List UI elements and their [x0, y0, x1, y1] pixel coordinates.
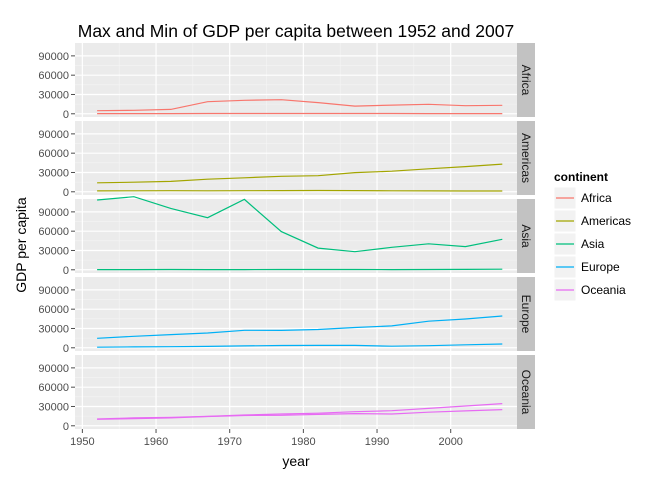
legend: continent Africa Americas Asia Europe Oceania: [553, 170, 631, 302]
y-tick-label: 90000: [38, 285, 69, 297]
facet-strip: [517, 355, 535, 429]
facet-strip: [517, 43, 535, 117]
facet-panel-asia: 0 30000 60000 90000 Asia: [38, 196, 535, 277]
legend-item-africa: Africa: [553, 186, 612, 210]
facet-strip-label: Asia: [519, 224, 533, 248]
facet-strip-label: Oceania: [519, 370, 533, 415]
series-line-africa-max: [97, 99, 503, 112]
facet-strip: [517, 277, 535, 351]
facet-panel-africa: 0 30000 60000 90000 Africa: [38, 43, 535, 121]
y-tick-label: 60000: [38, 148, 69, 160]
facet-strip-label: Africa: [519, 65, 533, 96]
y-tick-label: 90000: [38, 207, 69, 219]
series-line-europe-max: [97, 315, 503, 339]
y-tick-label: 0: [63, 187, 69, 199]
x-tick-label: 1960: [144, 436, 168, 448]
legend-label: Asia: [581, 237, 605, 251]
y-tick-label: 0: [63, 421, 69, 433]
y-tick-label: 60000: [38, 382, 69, 394]
series-line-oceania-max: [97, 403, 503, 420]
legend-item-asia: Asia: [553, 232, 605, 256]
facet-panels: 0 30000 60000 90000 Africa 0 30000 60000 90000 Am…: [38, 43, 535, 433]
y-tick-label: 0: [63, 265, 69, 277]
y-tick-label: 60000: [38, 70, 69, 82]
legend-item-europe: Europe: [553, 255, 620, 279]
legend-item-americas: Americas: [553, 209, 631, 233]
y-tick-label: 30000: [38, 89, 69, 101]
y-tick-label: 90000: [38, 51, 69, 63]
y-tick-label: 30000: [38, 401, 69, 413]
x-axis: 1950 1960 1970 1980 1990 2000: [70, 429, 463, 448]
y-tick-label: 60000: [38, 226, 69, 238]
series-line-europe-min: [97, 343, 503, 348]
legend-item-oceania: Oceania: [553, 278, 626, 302]
x-tick-label: 1950: [70, 436, 94, 448]
legend-label: Oceania: [581, 283, 626, 297]
facet-panel-europe: 0 30000 60000 90000 Europe: [38, 277, 535, 355]
y-tick-label: 30000: [38, 245, 69, 257]
y-tick-label: 30000: [38, 323, 69, 335]
facet-panel-oceania: 0 30000 60000 90000 Oceania: [38, 355, 535, 433]
facet-strip-label: Americas: [519, 133, 533, 183]
legend-label: Europe: [581, 260, 620, 274]
y-tick-label: 0: [63, 343, 69, 355]
y-axis-title: GDP per capita: [13, 197, 29, 293]
series-line-americas-min: [97, 189, 503, 192]
x-tick-label: 1980: [291, 436, 315, 448]
legend-title: continent: [554, 170, 608, 184]
x-tick-label: 2000: [438, 436, 462, 448]
legend-label: Americas: [581, 214, 631, 228]
facet-strip: [517, 121, 535, 195]
facet-panel-americas: 0 30000 60000 90000 Americas: [38, 121, 535, 199]
series-line-asia-max: [97, 196, 503, 253]
x-tick-label: 1970: [217, 436, 241, 448]
x-axis-title: year: [282, 453, 310, 469]
y-tick-label: 90000: [38, 129, 69, 141]
y-tick-label: 90000: [38, 363, 69, 375]
series-line-oceania-min: [97, 409, 503, 420]
facet-strip-label: Europe: [519, 295, 533, 334]
series-line-americas-max: [97, 163, 503, 184]
y-tick-label: 30000: [38, 167, 69, 179]
y-tick-label: 0: [63, 109, 69, 121]
legend-label: Africa: [581, 191, 612, 205]
x-tick-label: 1990: [365, 436, 389, 448]
facet-strip: [517, 199, 535, 273]
y-tick-label: 60000: [38, 304, 69, 316]
chart-title: Max and Min of GDP per capita between 19…: [78, 21, 515, 41]
